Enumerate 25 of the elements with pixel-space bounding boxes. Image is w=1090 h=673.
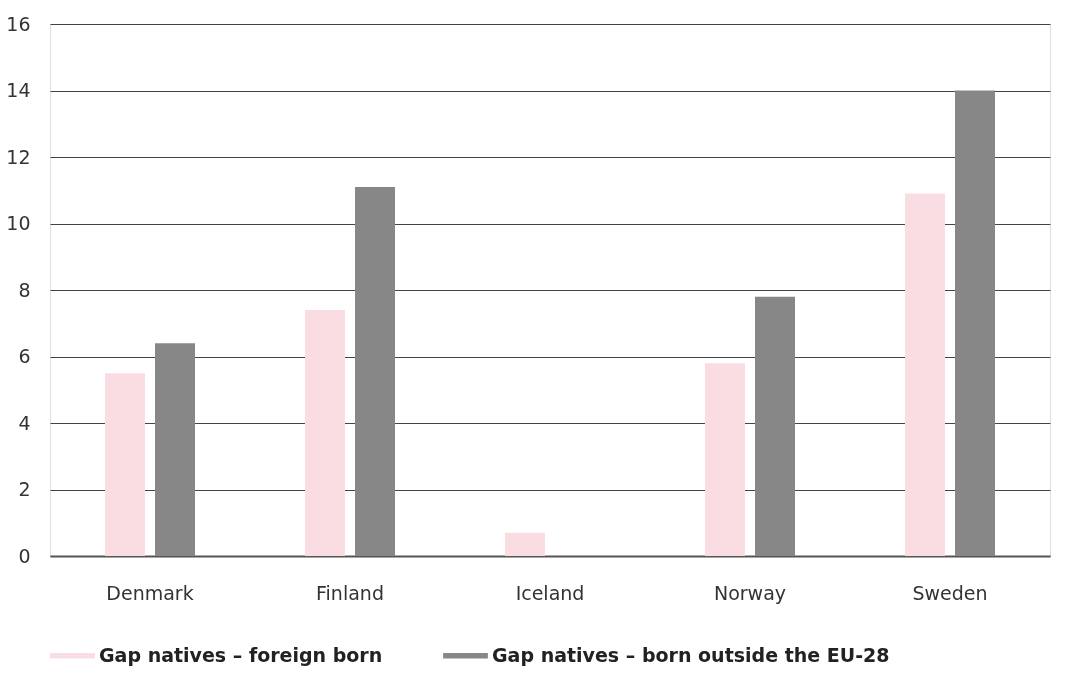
y-tick-label: 14 <box>6 79 31 101</box>
bar <box>955 90 995 556</box>
x-tick-label: Norway <box>713 581 787 604</box>
bar <box>155 343 195 556</box>
x-tick-label: Finland <box>316 581 384 604</box>
bar <box>505 532 545 556</box>
x-tick-label: Sweden <box>912 581 988 604</box>
x-tick-label: Denmark <box>106 581 194 604</box>
y-tick-label: 8 <box>18 278 31 301</box>
y-tick-label: 12 <box>6 145 31 168</box>
bar <box>755 296 795 556</box>
y-tick-label: 10 <box>6 212 31 234</box>
bar <box>905 193 945 556</box>
bar <box>105 373 145 556</box>
bar <box>305 309 345 556</box>
y-tick-label: 4 <box>18 411 31 434</box>
y-tick-label: 2 <box>18 478 31 500</box>
x-tick-label: Iceland <box>515 581 585 604</box>
y-tick-label: 0 <box>18 544 31 567</box>
legend-label: Gap natives – foreign born <box>99 643 383 666</box>
bar <box>355 186 395 556</box>
y-tick-label: 16 <box>6 12 31 35</box>
legend-label: Gap natives – born outside the EU-28 <box>492 643 890 666</box>
y-tick-label: 6 <box>18 345 31 367</box>
bar <box>705 363 745 556</box>
